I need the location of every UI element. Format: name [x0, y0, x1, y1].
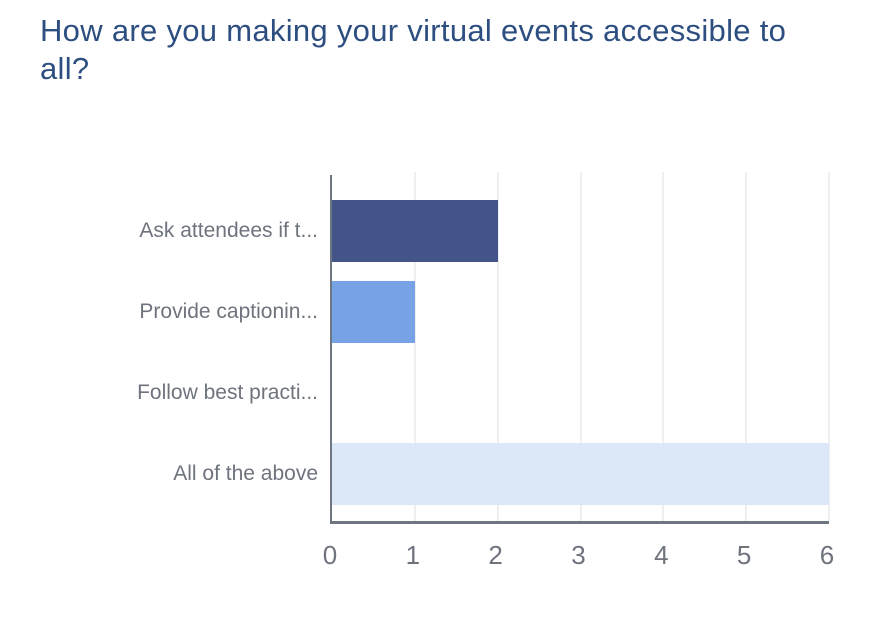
gridline [745, 172, 748, 521]
category-label: Provide captionin... [139, 299, 318, 323]
x-tick-label: 6 [819, 540, 835, 570]
gridline [579, 172, 582, 521]
gridline [662, 172, 665, 521]
gridline [496, 172, 499, 521]
bar [332, 442, 829, 505]
x-tick-label: 4 [654, 540, 669, 570]
plot-area [330, 172, 830, 524]
x-tick-label: 2 [488, 540, 503, 570]
category-label: All of the above [173, 461, 318, 485]
chart-title: How are you making your virtual events a… [40, 13, 787, 86]
x-tick-label: 3 [571, 540, 586, 570]
gridline [828, 172, 830, 521]
x-tick-label: 5 [736, 540, 752, 570]
category-label: Ask attendees if t... [139, 219, 318, 242]
category-label: Follow best practi... [137, 380, 318, 404]
x-tick-label: 1 [405, 540, 421, 570]
gridline [413, 172, 416, 521]
bar [332, 200, 498, 262]
x-tick-label: 0 [322, 540, 338, 570]
bar [332, 280, 415, 343]
